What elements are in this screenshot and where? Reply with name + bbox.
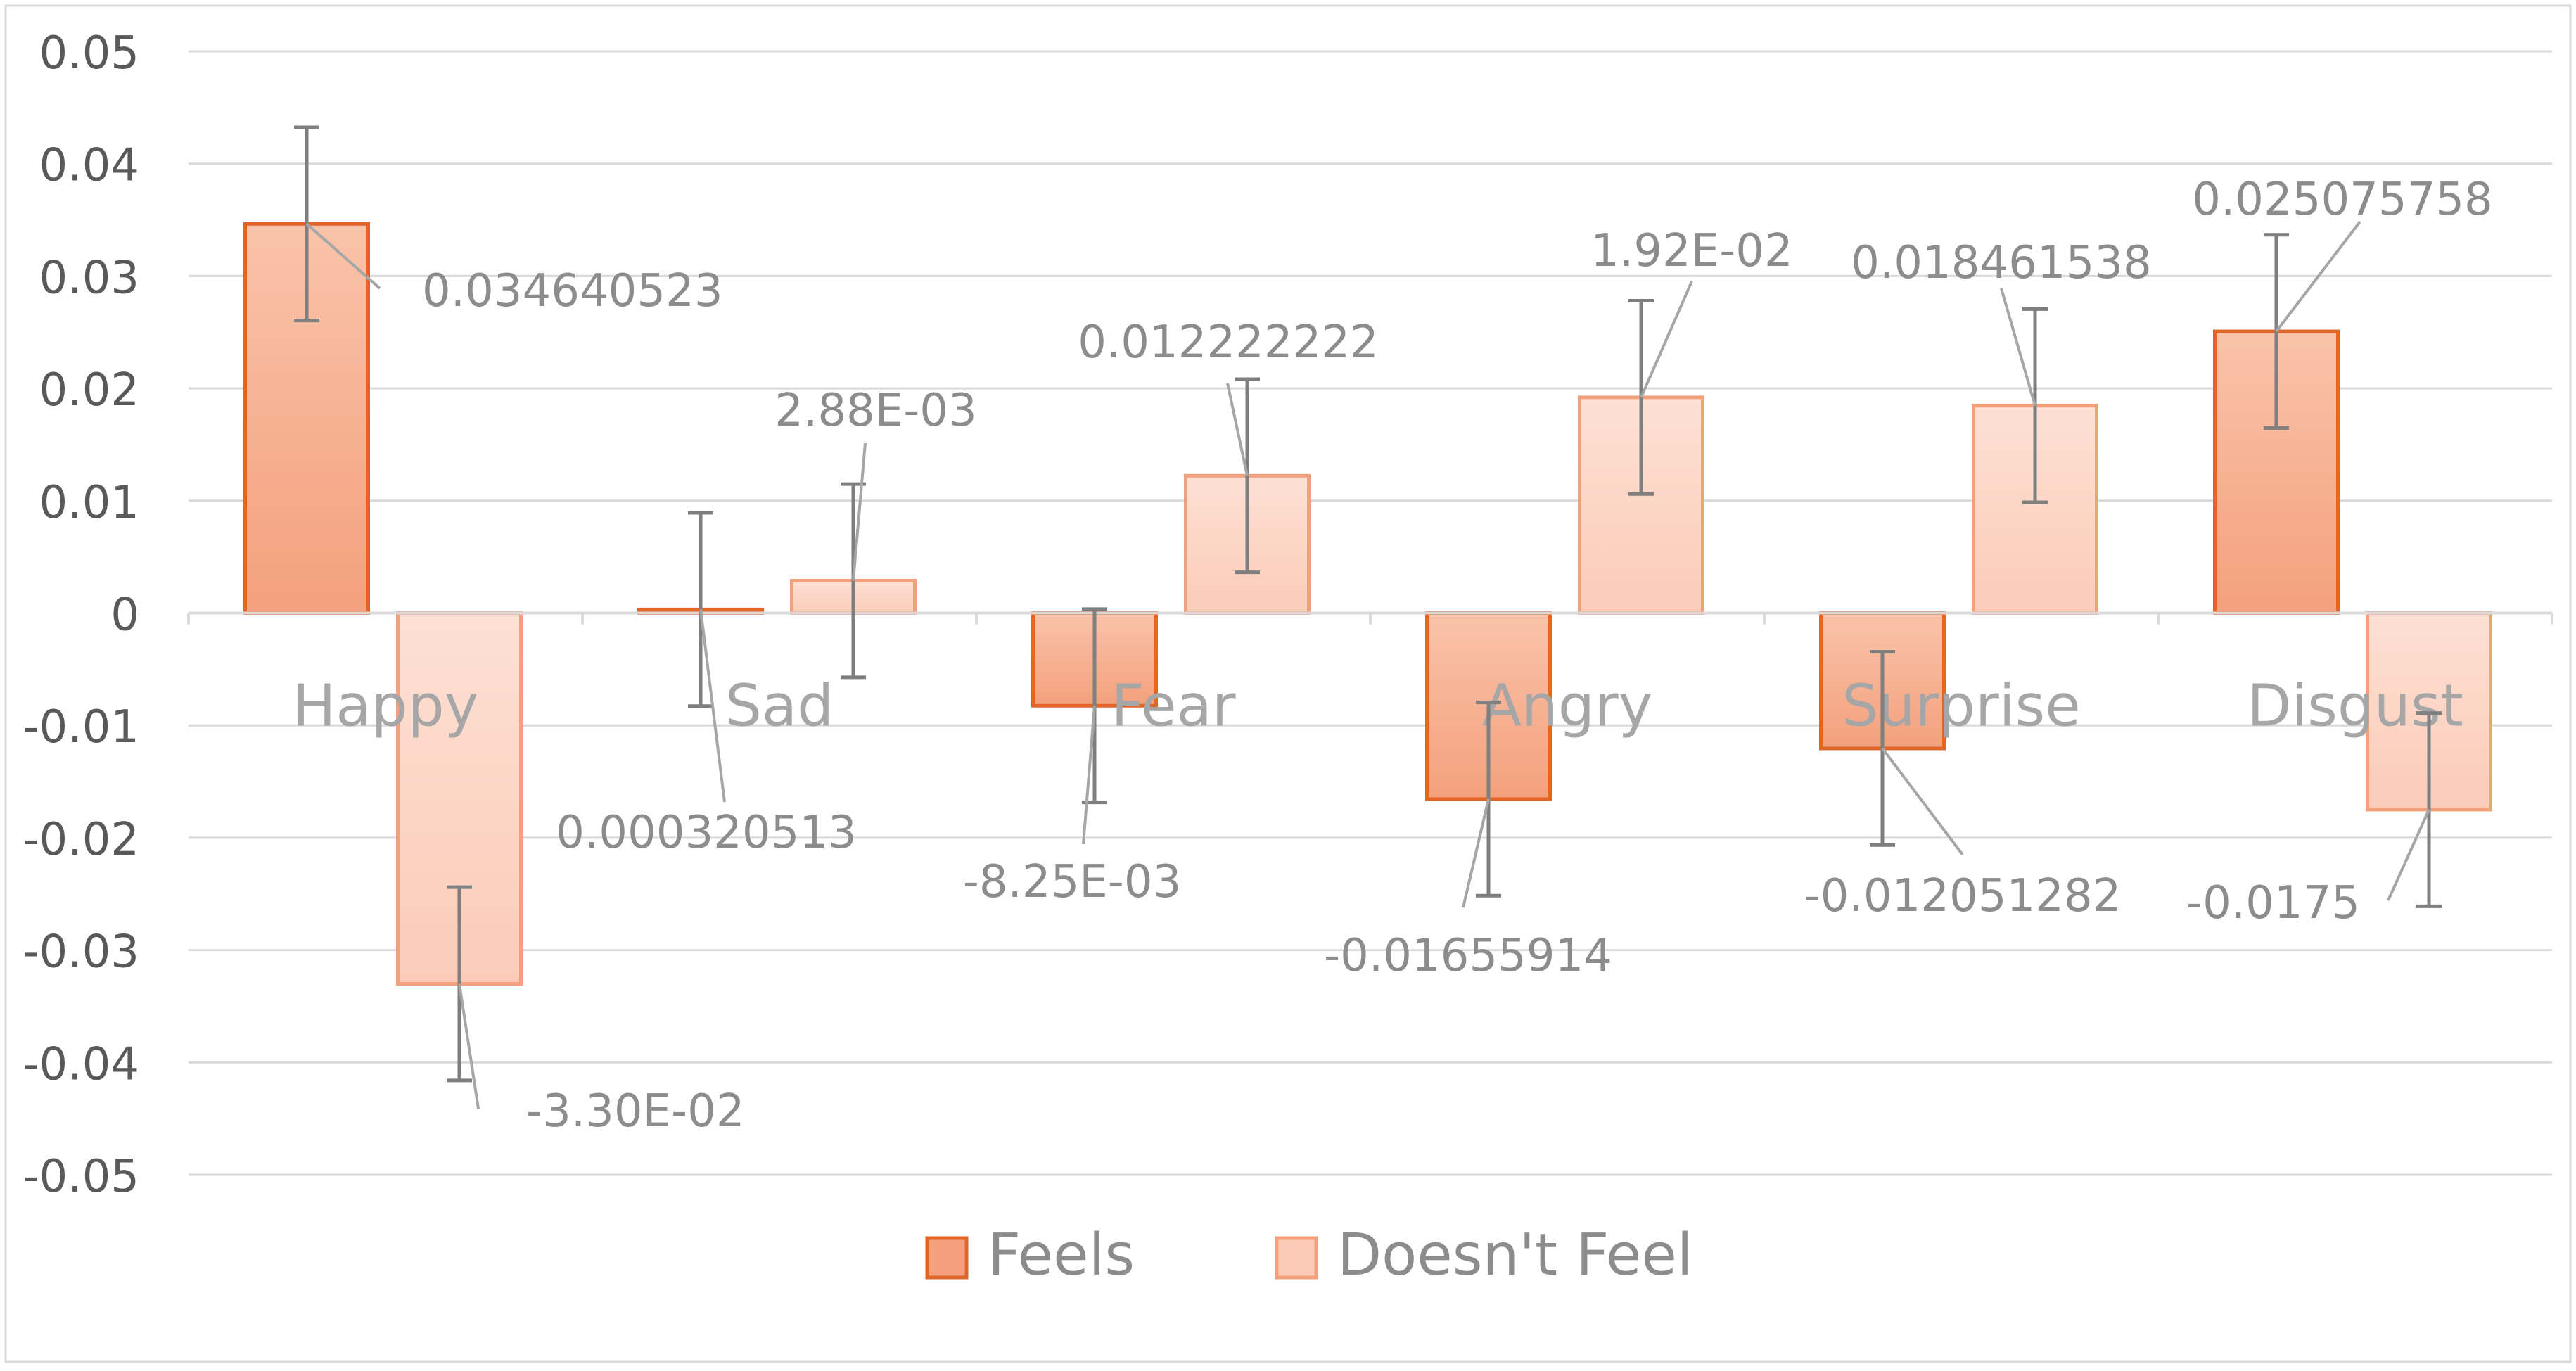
y-tick-label: -0.01	[23, 701, 139, 753]
data-label-fear-feels: -8.25E-03	[963, 856, 1182, 908]
y-tick-label: 0.01	[39, 477, 140, 529]
data-label-sad-doesnt-feel: 2.88E-03	[774, 385, 976, 437]
category-label-fear: Fear	[1111, 673, 1235, 740]
leader-line	[2275, 220, 2361, 333]
y-tick-label: -0.05	[23, 1151, 139, 1203]
leader-line	[1640, 281, 1693, 398]
leader-line	[305, 222, 381, 290]
leader-line	[2000, 288, 2036, 407]
y-tick-label: 0.05	[39, 27, 140, 79]
y-tick-label: 0.02	[39, 364, 140, 416]
data-label-angry-feels: -0.01655914	[1324, 930, 1612, 982]
legend-swatch-doesnt-feel	[1275, 1236, 1318, 1280]
y-tick-label: -0.02	[23, 814, 139, 866]
category-label-surprise: Surprise	[1842, 673, 2080, 740]
leader-line	[1462, 798, 1490, 908]
data-label-disgust-feels: 0.025075758	[2192, 174, 2493, 226]
legend-swatch-feels	[925, 1236, 969, 1280]
y-tick-label: -0.04	[23, 1038, 139, 1090]
data-label-fear-doesnt-feel: 0.012222222	[1078, 317, 1379, 369]
category-label-sad: Sad	[725, 673, 834, 740]
data-label-disgust-doesnt-feel: -0.0175	[2186, 877, 2360, 929]
data-label-angry-doesnt-feel: 1.92E-02	[1590, 225, 1792, 277]
gridlines	[189, 50, 2552, 1176]
leader-line	[2387, 809, 2430, 901]
leader-line	[1082, 706, 1096, 845]
category-label-angry: Angry	[1482, 673, 1652, 740]
data-label-happy-feels: 0.034640523	[422, 265, 723, 317]
data-label-surprise-feels: -0.012051282	[1804, 870, 2122, 922]
leader-line	[852, 442, 867, 581]
x-axis	[187, 611, 2553, 625]
y-tick-label: 0.03	[39, 252, 140, 304]
data-label-happy-doesnt-feel: -3.30E-02	[526, 1085, 745, 1137]
y-tick-label: 0.04	[39, 140, 140, 192]
leader-line	[458, 983, 480, 1109]
data-label-sad-feels: 0.000320513	[556, 807, 857, 859]
leader-line	[699, 609, 726, 803]
legend: Feels Doesn't Feel	[925, 1222, 1693, 1289]
y-axis-ticks: 0.05 0.04 0.03 0.02 0.01 0 -0.01 -0.02 -0.03 -0.0…	[23, 27, 139, 1203]
legend-label-feels: Feels	[988, 1222, 1135, 1289]
category-label-disgust: Disgust	[2247, 673, 2463, 740]
data-label-surprise-doesnt-feel: 0.018461538	[1851, 237, 2152, 289]
data-labels: 0.034640523 -3.30E-02 0.000320513 2.88E-03 -…	[305, 174, 2493, 1137]
category-label-happy: Happy	[293, 673, 479, 740]
y-tick-label: -0.03	[23, 926, 139, 978]
leader-line	[1226, 383, 1249, 476]
y-tick-label: 0	[110, 589, 139, 642]
legend-label-doesnt-feel: Doesn't Feel	[1337, 1222, 1693, 1289]
leader-line	[1881, 747, 1964, 856]
